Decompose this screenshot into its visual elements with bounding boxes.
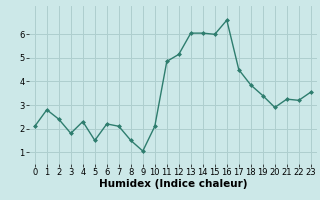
X-axis label: Humidex (Indice chaleur): Humidex (Indice chaleur) [99, 179, 247, 189]
